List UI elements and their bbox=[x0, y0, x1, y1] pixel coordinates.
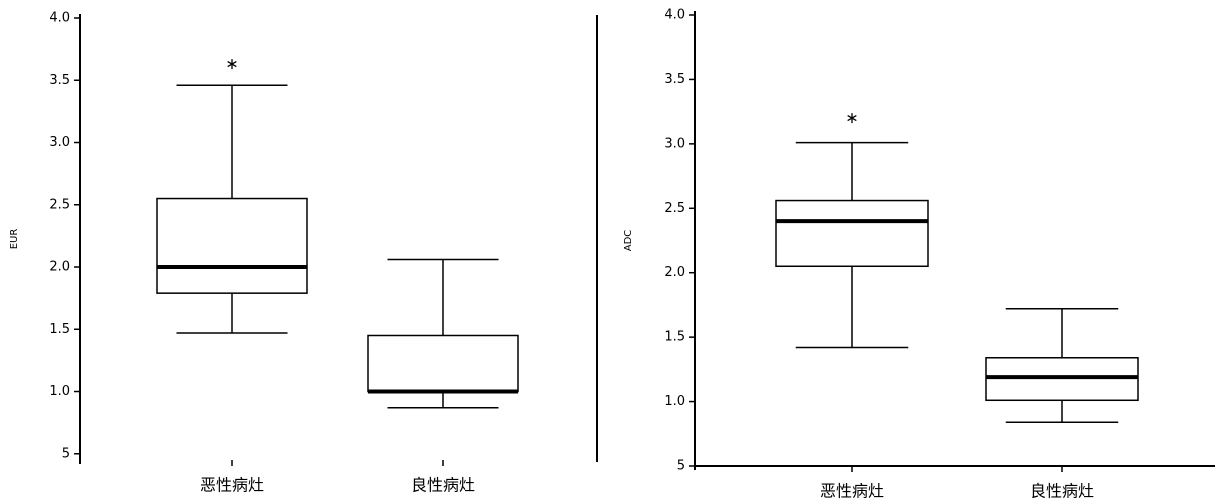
y-tick-label: 4.0 bbox=[49, 11, 70, 26]
y-tick-label: 1.0 bbox=[664, 394, 685, 409]
x-tick-label: 恶性病灶 bbox=[200, 476, 264, 495]
y-axis-label: ADC bbox=[623, 230, 634, 252]
box bbox=[156, 197, 308, 294]
outlier bbox=[227, 59, 237, 70]
y-tick-label: 3.0 bbox=[49, 135, 70, 150]
x-tick-label: 良性病灶 bbox=[411, 476, 475, 495]
y-tick-label: 5 bbox=[677, 459, 685, 474]
y-tick-label: 2.0 bbox=[664, 265, 685, 280]
y-tick-label: 4.0 bbox=[664, 8, 685, 23]
box bbox=[367, 334, 519, 393]
y-tick-label: 3.5 bbox=[49, 73, 70, 88]
y-tick-label: 1.5 bbox=[664, 330, 685, 345]
box bbox=[775, 199, 929, 268]
y-tick-label: 2.5 bbox=[664, 201, 685, 216]
x-tick-label: 良性病灶 bbox=[1030, 482, 1094, 501]
y-tick-label: 1.5 bbox=[49, 322, 70, 337]
y-axis-label: EUR bbox=[9, 229, 20, 250]
y-tick-label: 3.5 bbox=[664, 72, 685, 87]
y-tick-label: 5 bbox=[62, 446, 70, 461]
y-tick-label: 2.5 bbox=[49, 197, 70, 212]
y-tick-label: 3.0 bbox=[664, 136, 685, 151]
y-tick-label: 1.0 bbox=[49, 384, 70, 399]
outlier bbox=[847, 113, 857, 124]
x-tick-label: 恶性病灶 bbox=[820, 482, 884, 501]
y-tick-label: 2.0 bbox=[49, 260, 70, 275]
